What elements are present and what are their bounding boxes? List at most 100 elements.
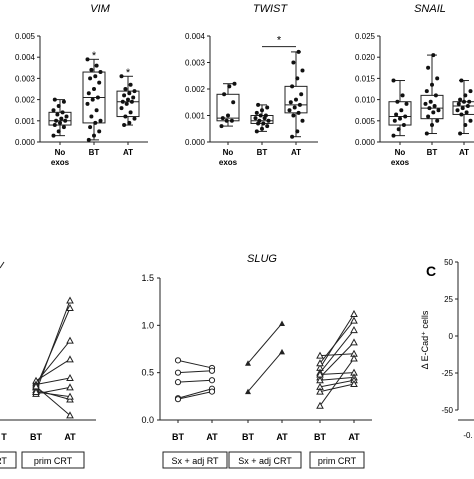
data-point — [127, 120, 132, 125]
group-label-box — [162, 451, 228, 469]
data-point — [98, 70, 103, 75]
data-point — [92, 87, 96, 91]
significance-star: * — [126, 67, 131, 79]
data-point — [174, 379, 182, 386]
data-point — [261, 121, 266, 126]
data-point — [258, 113, 263, 118]
data-point — [458, 97, 463, 102]
series-line — [319, 358, 355, 407]
data-point — [300, 68, 305, 73]
data-point — [54, 118, 59, 123]
data-point — [430, 82, 434, 87]
series-line — [319, 329, 355, 373]
data-point — [316, 376, 324, 384]
y-tick-label: 0.020 — [355, 53, 376, 62]
data-point — [124, 101, 129, 106]
data-point — [123, 87, 128, 91]
group-label: RT — [0, 456, 7, 466]
data-point — [64, 114, 69, 119]
series-line — [177, 391, 213, 400]
data-point — [431, 53, 436, 58]
data-point — [424, 89, 429, 94]
data-point — [119, 106, 124, 111]
series-line — [177, 359, 213, 369]
data-point — [226, 113, 230, 118]
data-point — [391, 78, 396, 83]
group-label-box — [228, 451, 302, 469]
y-tick-label: 25 — [444, 295, 453, 304]
data-point — [231, 100, 236, 105]
y-tick-label: 0.010 — [355, 96, 376, 105]
chart-title-snail: SNAIL — [414, 3, 446, 15]
data-point — [350, 379, 358, 388]
data-point — [460, 106, 465, 111]
significance-star: * — [92, 50, 97, 62]
data-point — [89, 67, 94, 72]
data-point — [431, 110, 436, 115]
group-label-box — [0, 451, 17, 469]
group-label: Sx + adj CRT — [238, 456, 292, 466]
chart-title-slug: SLUG — [247, 253, 277, 265]
data-point — [427, 106, 432, 111]
data-point — [174, 357, 182, 364]
x-tick-label: No — [55, 148, 66, 157]
data-point — [58, 120, 62, 125]
data-point — [128, 110, 133, 115]
data-point — [229, 118, 234, 123]
data-point — [253, 116, 258, 121]
series-line — [177, 388, 213, 399]
x-tick-label: BT — [89, 148, 100, 157]
x-tick-label: AT — [291, 148, 301, 157]
data-point — [86, 137, 91, 142]
data-point — [32, 387, 40, 395]
series-line — [35, 307, 71, 388]
data-point — [399, 108, 404, 113]
data-point — [316, 401, 324, 409]
data-point — [426, 114, 431, 119]
data-point — [32, 382, 40, 390]
data-point — [132, 116, 137, 121]
y-tick-label: 0.000 — [185, 138, 206, 147]
slug-plot: 0.0 0.5 1.0 1.5 BT AT Sx + adj RT BT AT Sx + adj … — [141, 273, 372, 469]
y-tick-label: 0.005 — [15, 32, 36, 41]
series-line — [319, 376, 355, 381]
data-point — [294, 97, 298, 102]
data-point — [297, 102, 302, 107]
data-point — [430, 123, 434, 128]
data-point — [88, 76, 93, 81]
data-point — [316, 359, 324, 367]
data-point — [254, 110, 259, 115]
data-point — [435, 76, 440, 81]
data-point — [260, 108, 264, 113]
chart-title-twist: TWIST — [253, 3, 288, 15]
data-point — [459, 78, 464, 83]
data-point — [219, 124, 224, 129]
data-point — [123, 114, 128, 119]
data-point — [56, 103, 61, 108]
data-point — [93, 120, 98, 125]
axis-fragment — [0, 261, 5, 269]
data-point — [299, 92, 304, 97]
data-point — [66, 355, 74, 363]
data-point — [61, 99, 66, 104]
y-tick-label: 0.000 — [15, 138, 36, 147]
series-line — [35, 386, 71, 416]
data-point — [93, 74, 98, 79]
data-point — [174, 369, 182, 376]
data-point — [458, 131, 463, 136]
data-point — [435, 118, 440, 123]
data-point — [224, 118, 229, 123]
data-point — [254, 129, 259, 134]
data-point — [92, 133, 96, 138]
data-point — [88, 125, 93, 130]
data-point — [220, 116, 225, 121]
significance-star: * — [277, 35, 282, 47]
x-tick-label: AT — [276, 432, 288, 442]
data-point — [300, 118, 305, 123]
data-point — [291, 113, 296, 118]
series-line — [35, 340, 71, 383]
data-point — [66, 336, 74, 344]
data-point — [227, 84, 232, 89]
data-point — [208, 367, 216, 374]
